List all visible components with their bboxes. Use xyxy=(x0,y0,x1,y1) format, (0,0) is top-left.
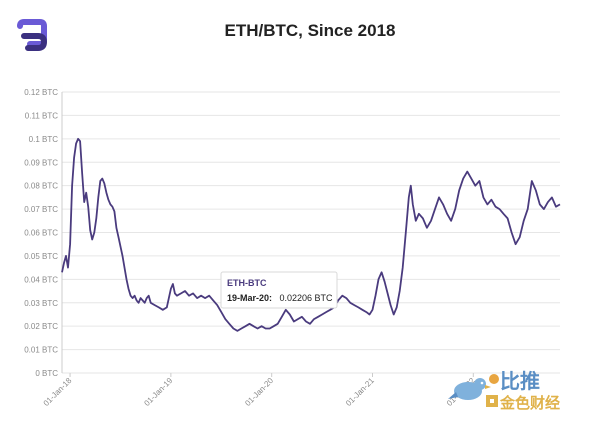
y-tick-label: 0.09 BTC xyxy=(24,158,58,167)
brand-logo xyxy=(17,19,48,51)
watermark-text-1: 比推 xyxy=(500,369,540,393)
y-tick-label: 0.01 BTC xyxy=(24,346,58,355)
y-tick-label: 0.12 BTC xyxy=(24,88,58,97)
y-tick-label: 0.06 BTC xyxy=(24,229,58,238)
x-tick-label: 01-Jan-18 xyxy=(42,376,74,408)
bird-icon xyxy=(448,378,491,400)
tooltip-series: ETH-BTC xyxy=(227,278,267,288)
x-tick-label: 01-Jan-21 xyxy=(344,376,376,408)
cube-icon xyxy=(486,395,498,407)
chart-title: ETH/BTC, Since 2018 xyxy=(224,21,395,40)
y-tick-label: 0.04 BTC xyxy=(24,275,58,284)
tooltip-date: 19-Mar-20: xyxy=(227,293,272,303)
grid xyxy=(62,91,560,374)
series-line-eth-btc[interactable] xyxy=(61,137,561,332)
x-axis: 01-Jan-1801-Jan-1901-Jan-2001-Jan-2101-J… xyxy=(42,373,477,408)
watermark: 比推 金色财经 xyxy=(448,369,560,412)
tooltip-line: 19-Mar-20: 0.02206 BTC xyxy=(227,288,333,305)
coin-icon xyxy=(489,374,499,384)
y-tick-label: 0.03 BTC xyxy=(24,299,58,308)
x-tick-label: 01-Jan-20 xyxy=(243,376,275,408)
y-tick-label: 0.1 BTC xyxy=(29,135,59,144)
y-tick-label: 0.08 BTC xyxy=(24,182,58,191)
y-tick-label: 0.05 BTC xyxy=(24,252,58,261)
x-tick-label: 01-Jan-19 xyxy=(142,376,174,408)
tooltip-value: 0.02206 BTC xyxy=(279,293,333,303)
tooltip-box xyxy=(220,271,338,309)
y-tick-label: 0.11 BTC xyxy=(25,111,58,120)
y-tick-label: 0.07 BTC xyxy=(24,205,58,214)
y-tick-label: 0.02 BTC xyxy=(24,322,58,331)
y-tick-label: 0 BTC xyxy=(35,369,58,378)
y-axis: 0 BTC 0.01 BTC 0.02 BTC 0.03 BTC 0.04 BTC 0.0… xyxy=(24,88,58,378)
tooltip: ETH-BTC 19-Mar-20: 0.02206 BTC xyxy=(220,271,338,309)
watermark-text-2: 金色财经 xyxy=(499,394,560,412)
